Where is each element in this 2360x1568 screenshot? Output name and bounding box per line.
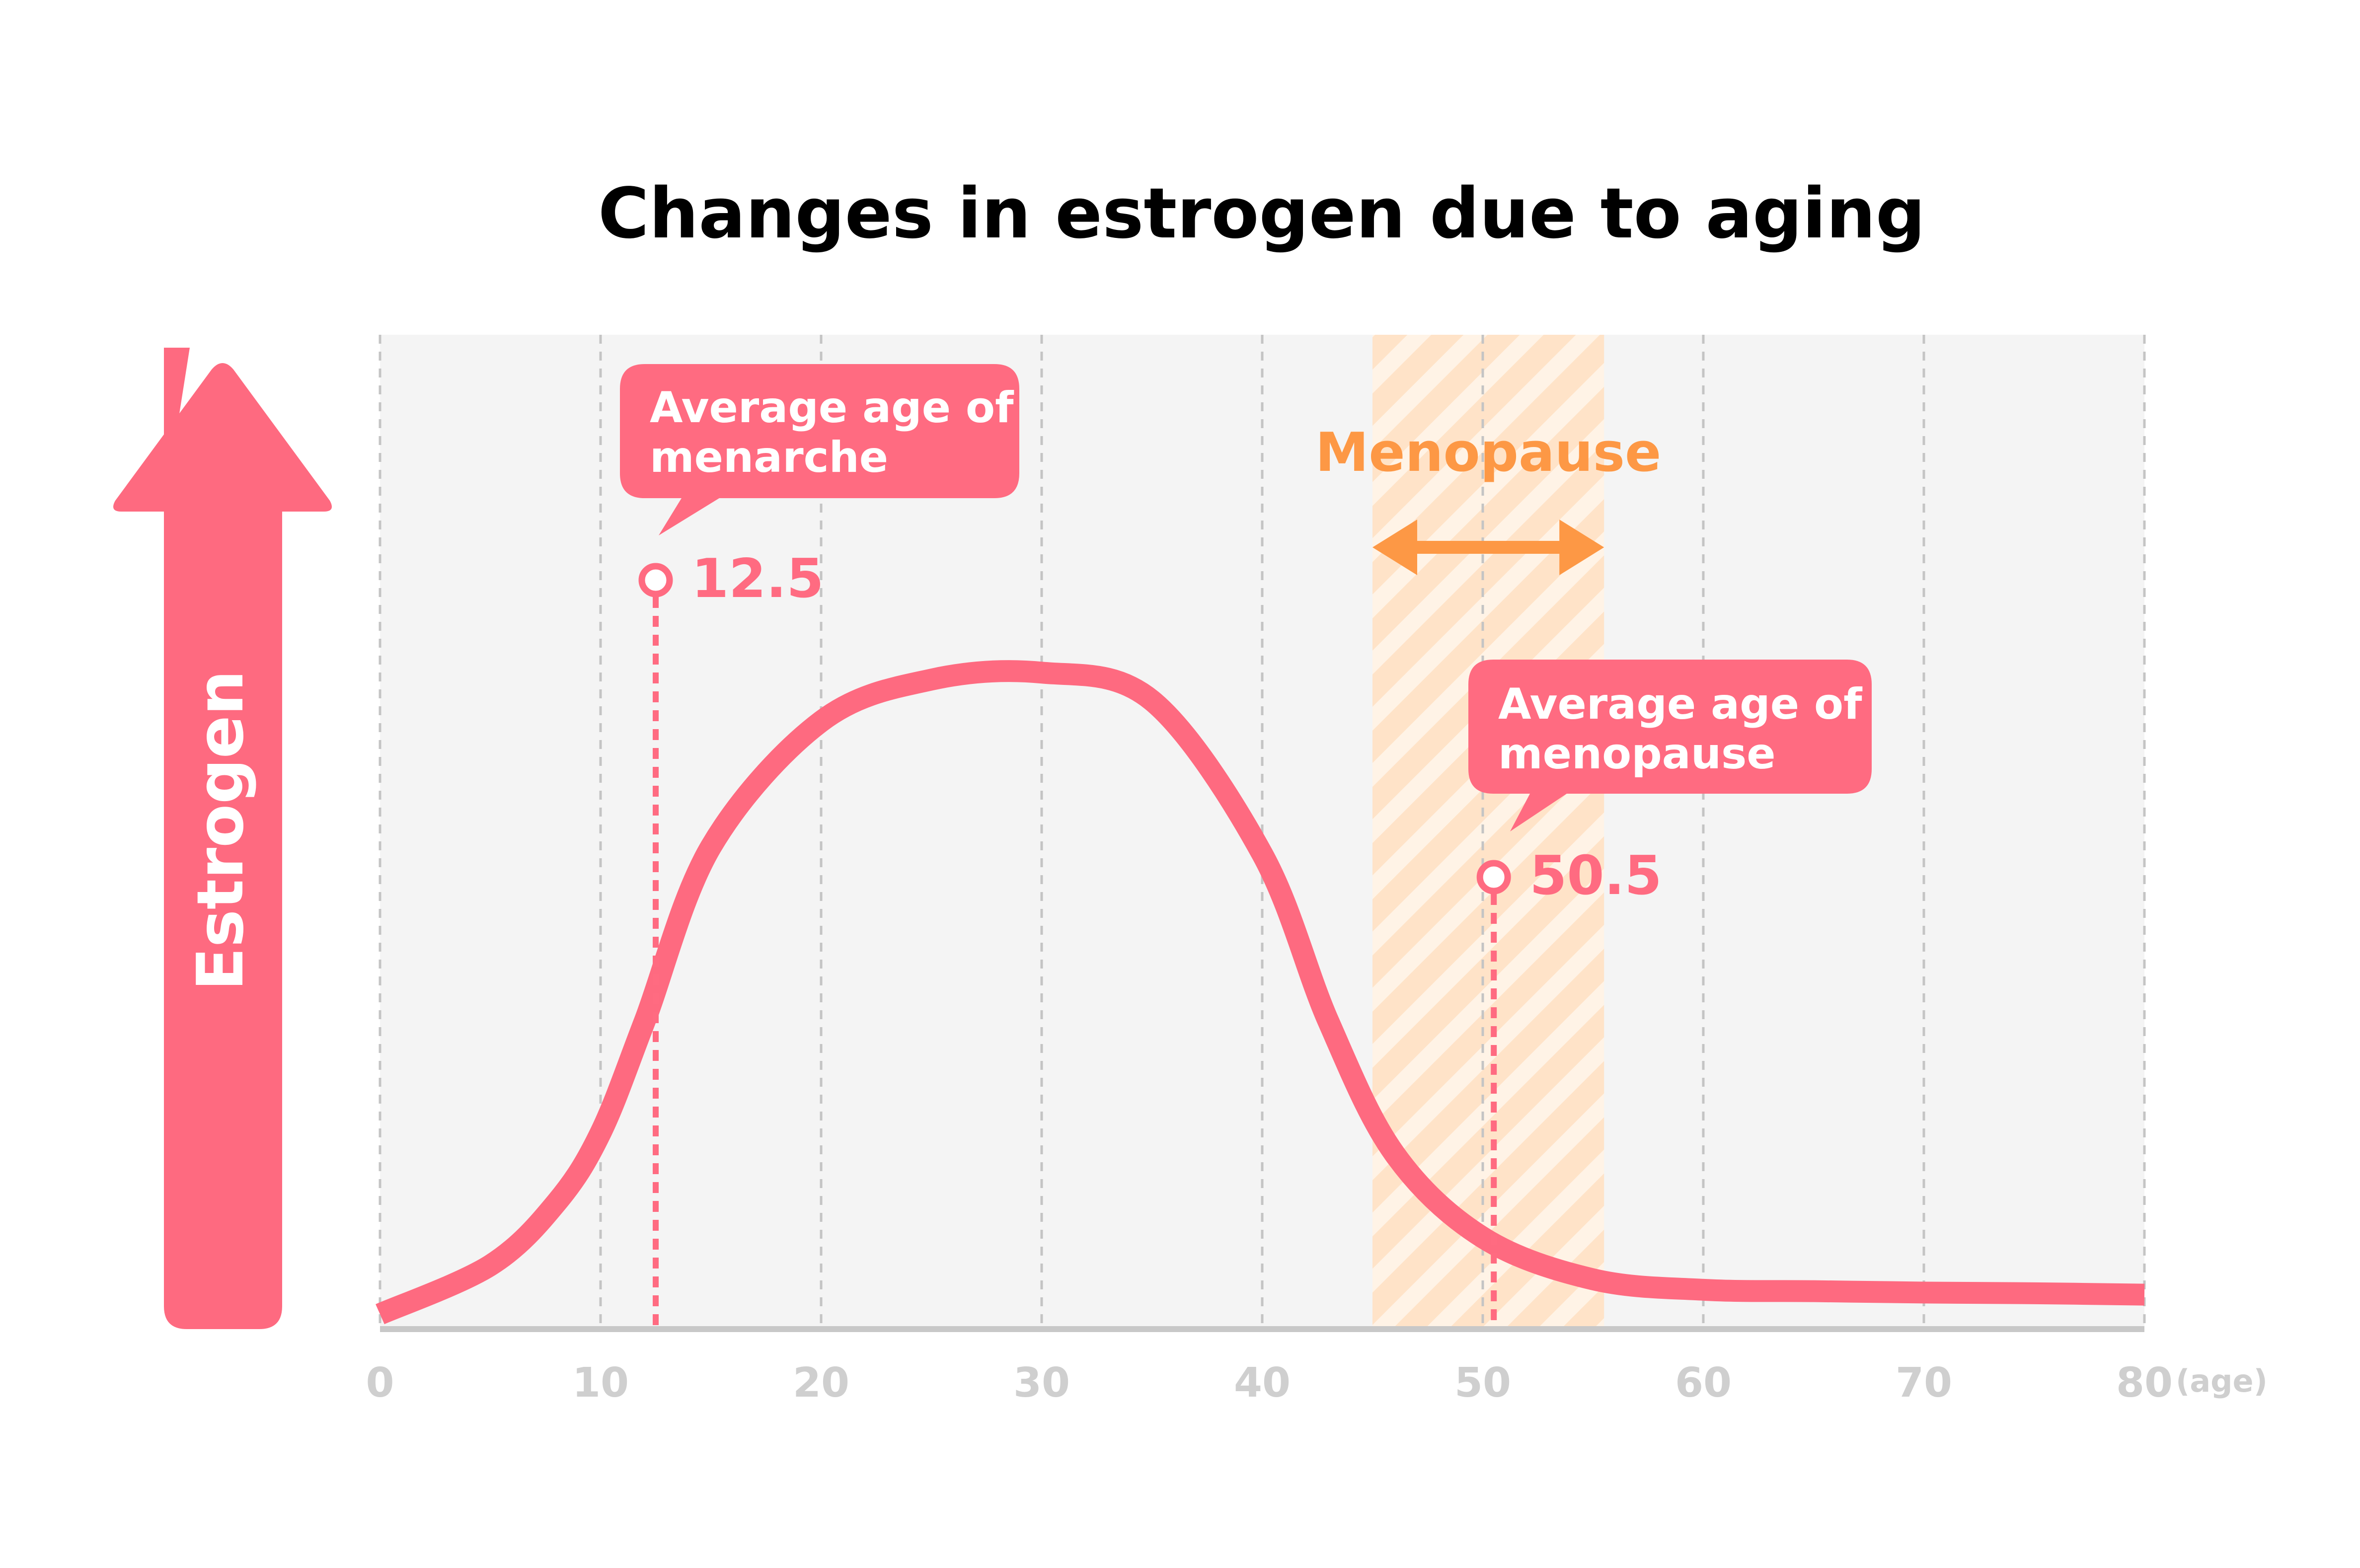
x-tick-label-0: 0 (366, 1359, 394, 1407)
y-axis-label: Estrogen (184, 670, 258, 990)
chart-title: Changes in estrogen due to aging (598, 173, 1925, 254)
x-tick-label-70: 70 (1896, 1359, 1952, 1407)
menarche-callout: Average age of menarche (620, 364, 1019, 535)
x-tick-label-40: 40 (1234, 1359, 1291, 1407)
menarche-callout-line-2: menarche (650, 433, 888, 482)
x-axis-unit-label: (age) (2176, 1363, 2268, 1399)
menopause-marker-icon (1476, 860, 1511, 895)
x-tick-label-60: 60 (1675, 1359, 1732, 1407)
menarche-age-value: 12.5 (691, 548, 824, 610)
x-tick-label-50: 50 (1454, 1359, 1511, 1407)
x-tick-label-20: 20 (793, 1359, 849, 1407)
menopause-label: Menopause (1315, 422, 1661, 484)
menarche-marker-icon (638, 563, 673, 597)
estrogen-curve (376, 660, 2145, 1325)
menarche-callout-line-1: Average age of (650, 383, 1014, 433)
x-tick-label-10: 10 (572, 1359, 629, 1407)
estrogen-arrow-icon (113, 348, 332, 1329)
x-tick-label-80: 80 (2116, 1359, 2173, 1407)
menopause-callout: Average age of menopause (1468, 660, 1872, 831)
menopause-range-arrow-icon (1372, 520, 1604, 575)
x-tick-label-30: 30 (1013, 1359, 1070, 1407)
menopause-callout-line-2: menopause (1498, 729, 1776, 779)
menopause-callout-line-1: Average age of (1498, 679, 1863, 729)
menopause-age-value: 50.5 (1529, 845, 1662, 907)
